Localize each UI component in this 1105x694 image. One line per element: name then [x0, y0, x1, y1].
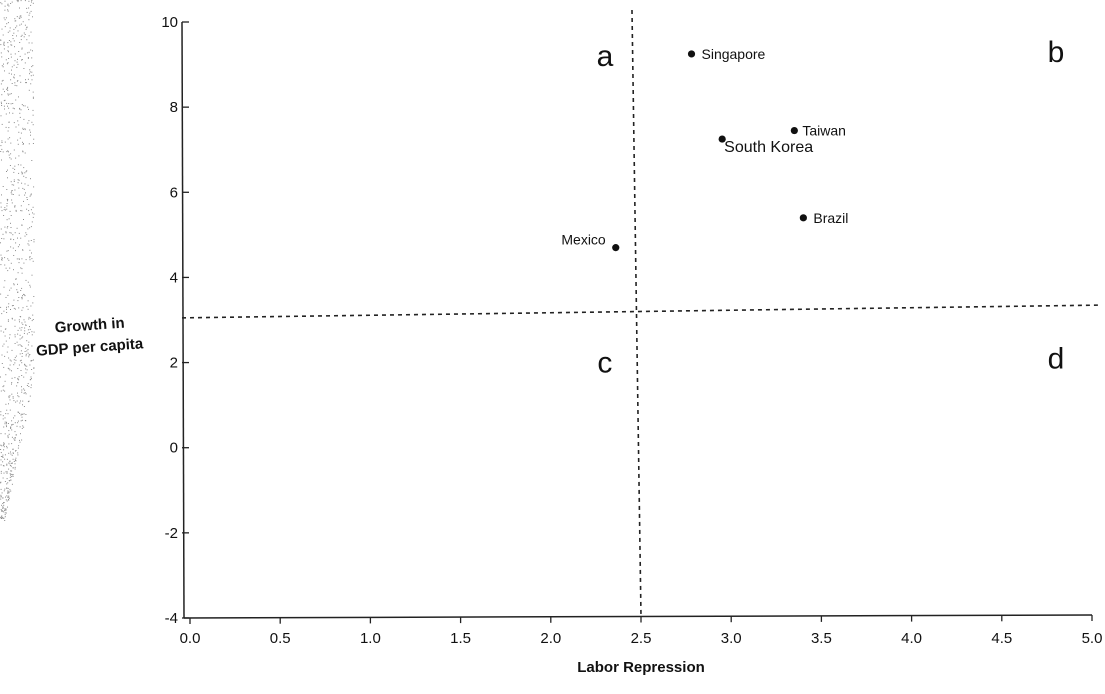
x-tick-label: 4.5 — [991, 630, 1012, 647]
x-tick-label: 4.0 — [901, 630, 922, 647]
x-tick-label: 2.0 — [540, 630, 561, 647]
y-tick-label: -2 — [165, 525, 178, 542]
y-tick-label: 4 — [170, 269, 178, 286]
quadrant-label-b: b — [1048, 36, 1065, 69]
data-point-label-brazil: Brazil — [813, 210, 848, 226]
data-point-label-taiwan: Taiwan — [802, 123, 846, 139]
vertical-divider — [631, 9, 642, 617]
quadrant-label-a: a — [597, 40, 614, 73]
x-axis-line — [183, 614, 1093, 619]
x-axis-title: Labor Repression — [577, 659, 705, 676]
y-axis-title-line-1: Growth in — [54, 315, 125, 337]
y-tick-label: 6 — [170, 184, 178, 201]
data-point-label-mexico: Mexico — [561, 232, 606, 248]
horizontal-divider — [181, 304, 1101, 319]
quadrant-label-d: d — [1048, 342, 1065, 375]
y-tick-label: 10 — [161, 14, 178, 31]
y-tick-label: 0 — [170, 440, 178, 457]
x-tick-label: 2.5 — [631, 630, 652, 647]
data-point-label-singapore: Singapore — [702, 46, 766, 62]
x-axis-ticks: 0.0 0.5 1.0 1.5 2.0 2.5 3.0 3.5 4.0 4.5 5.0 — [180, 615, 1103, 647]
quadrant-label-c: c — [597, 347, 612, 380]
data-point-mexico — [612, 244, 620, 252]
axes — [181, 21, 1093, 619]
data-point-singapore — [687, 50, 696, 58]
x-tick-label: 0.5 — [270, 630, 291, 647]
y-axis-title-line-2: GDP per capita — [36, 335, 145, 359]
y-axis-line — [181, 21, 185, 619]
scan-artifact-strip — [0, 0, 35, 521]
x-tick-label: 1.0 — [360, 630, 381, 647]
data-point-south-korea — [718, 135, 726, 143]
x-tick-label: 3.5 — [811, 630, 832, 647]
data-point-taiwan — [790, 126, 798, 135]
quadrant-dividers — [181, 9, 1101, 617]
x-tick-label: 3.0 — [721, 630, 742, 647]
y-axis-ticks: 10 8 6 4 2 0 -2 -4 — [161, 14, 189, 627]
y-tick-label: 2 — [170, 355, 178, 372]
data-point-brazil — [799, 214, 807, 222]
x-tick-label: 5.0 — [1082, 630, 1103, 647]
x-tick-label: 1.5 — [450, 630, 471, 647]
x-tick-label: 0.0 — [180, 630, 201, 647]
data-point-label-south-korea: South Korea — [724, 139, 813, 156]
quadrant-labels: a b c d — [597, 36, 1065, 380]
y-tick-label: 8 — [170, 99, 178, 116]
y-tick-label: -4 — [165, 610, 178, 627]
